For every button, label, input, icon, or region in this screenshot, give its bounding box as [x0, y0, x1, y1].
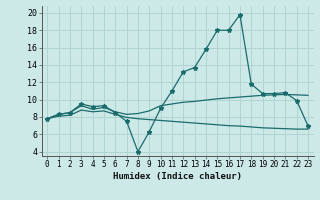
X-axis label: Humidex (Indice chaleur): Humidex (Indice chaleur): [113, 172, 242, 181]
